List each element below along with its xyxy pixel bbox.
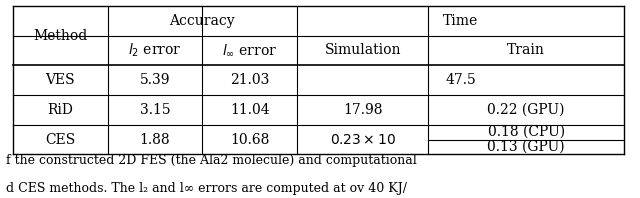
Text: 0.22 (GPU): 0.22 (GPU) bbox=[488, 103, 565, 117]
Text: Accuracy: Accuracy bbox=[170, 14, 235, 28]
Text: 0.18 (CPU): 0.18 (CPU) bbox=[488, 125, 564, 139]
Text: Train: Train bbox=[508, 44, 545, 57]
Text: Time: Time bbox=[443, 14, 478, 28]
Text: $l_2$ error: $l_2$ error bbox=[128, 42, 182, 59]
Text: 21.03: 21.03 bbox=[230, 73, 269, 87]
Text: 10.68: 10.68 bbox=[230, 133, 269, 147]
Text: 0.13 (GPU): 0.13 (GPU) bbox=[488, 140, 565, 154]
Text: 5.39: 5.39 bbox=[140, 73, 170, 87]
Text: 11.04: 11.04 bbox=[230, 103, 269, 117]
Text: d CES methods. The l₂ and l∞ errors are computed at ov 40 KJ/: d CES methods. The l₂ and l∞ errors are … bbox=[6, 182, 408, 195]
Text: VES: VES bbox=[45, 73, 75, 87]
Text: f the constructed 2D FES (the Ala2 molecule) and computational: f the constructed 2D FES (the Ala2 molec… bbox=[6, 154, 417, 167]
Text: $l_\infty$ error: $l_\infty$ error bbox=[222, 43, 277, 58]
Text: RiD: RiD bbox=[47, 103, 73, 117]
Text: CES: CES bbox=[45, 133, 76, 147]
Text: Method: Method bbox=[33, 29, 87, 43]
Text: 17.98: 17.98 bbox=[343, 103, 383, 117]
Text: 1.88: 1.88 bbox=[140, 133, 170, 147]
Text: 47.5: 47.5 bbox=[445, 73, 476, 87]
Text: $0.23\times10$: $0.23\times10$ bbox=[330, 133, 396, 147]
Text: 3.15: 3.15 bbox=[140, 103, 170, 117]
Text: Simulation: Simulation bbox=[324, 44, 401, 57]
